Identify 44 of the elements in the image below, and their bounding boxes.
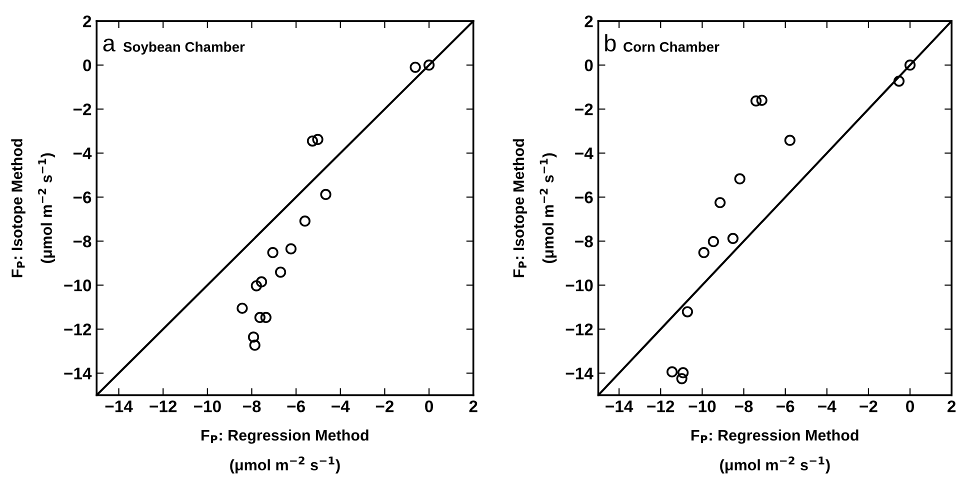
- y-axis-title: F$_{P}$: Isotope Method (μmol m$^{−2}$ s$^{−1}$): [512, 139, 557, 278]
- y-tick-label: −2: [73, 104, 92, 116]
- y-axis-title: F$_{P}$: Isotope Method (μmol m$^{−2}$ s$^{−1}$): [11, 139, 56, 278]
- y-tick-label: −8: [73, 236, 92, 248]
- annotation: Soybean Chamber: [123, 42, 245, 55]
- x-tick-label: 0: [425, 400, 433, 412]
- x-tick-label: −2: [376, 400, 394, 412]
- y-tick-label: −4: [73, 148, 92, 160]
- x-axis-title: F$_{P}$: Regression Method (μmol m$^{−2}$ s$^{−1}$): [691, 429, 858, 474]
- y-tick-label: 2: [584, 15, 593, 28]
- x-tick-label: −6: [287, 400, 305, 412]
- x-tick-label: −12: [647, 400, 674, 412]
- y-tick-label: −10: [64, 280, 92, 292]
- y-tick-label: −14: [566, 368, 594, 380]
- y-tick-label: −14: [64, 368, 92, 380]
- annotation: b: [605, 34, 616, 52]
- y-tick-label: −6: [73, 192, 92, 204]
- y-tick-label: −12: [64, 324, 92, 336]
- x-tick-label: −4: [818, 400, 836, 412]
- y-tick-label: −8: [575, 236, 593, 248]
- y-tick-label: 0: [584, 59, 593, 72]
- x-tick-label: −10: [688, 400, 716, 412]
- x-tick-label: −14: [105, 400, 133, 412]
- x-tick-label: 2: [469, 400, 478, 412]
- x-axis-title: F$_{P}$: Regression Method (μmol m$^{−2}$ s$^{−1}$): [202, 429, 368, 474]
- x-tick-label: −14: [606, 400, 634, 412]
- x-tick-label: −8: [242, 400, 261, 412]
- y-tick-label: −4: [575, 148, 594, 160]
- x-tick-label: −12: [150, 400, 177, 412]
- x-tick-label: −8: [734, 400, 753, 412]
- annotation: a: [103, 38, 116, 52]
- y-tick-label: 0: [83, 59, 92, 72]
- y-tick-label: 2: [83, 15, 92, 28]
- y-tick-label: −12: [566, 324, 593, 336]
- y-tick-label: −6: [575, 192, 593, 204]
- x-tick-label: 2: [948, 400, 956, 412]
- x-tick-label: −10: [194, 400, 221, 412]
- x-tick-label: −2: [860, 400, 878, 412]
- x-tick-label: −6: [776, 400, 794, 412]
- y-tick-label: −2: [575, 104, 593, 116]
- y-tick-label: −10: [566, 280, 593, 292]
- annotation: Corn Chamber: [624, 42, 720, 52]
- x-tick-label: −4: [332, 400, 350, 412]
- x-tick-label: 0: [906, 400, 914, 412]
